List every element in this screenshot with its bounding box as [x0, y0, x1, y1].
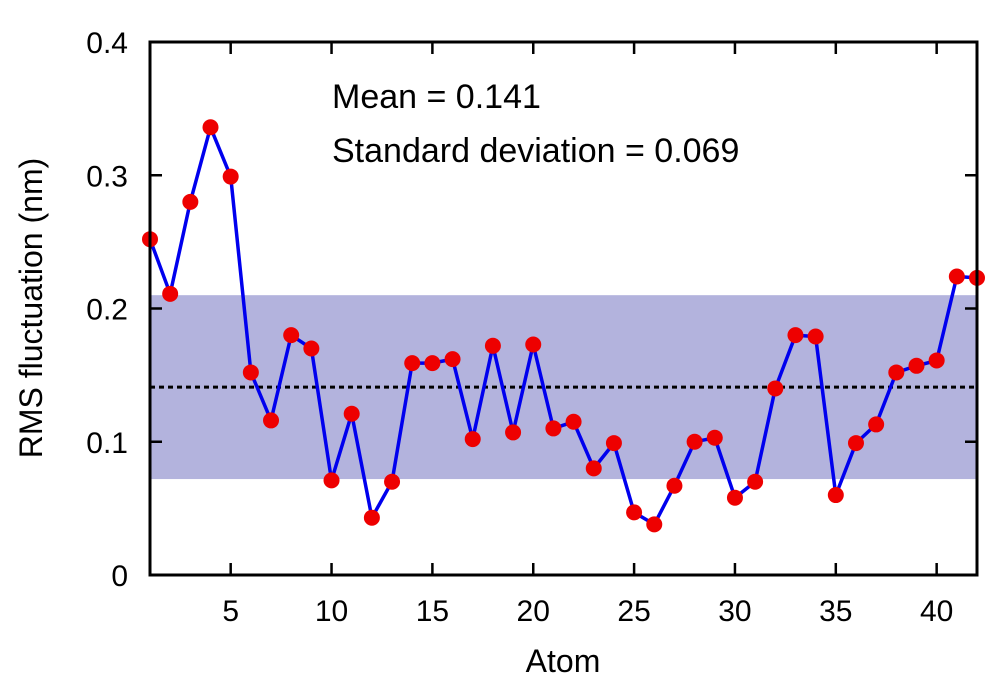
data-point: [908, 357, 925, 374]
data-point: [424, 355, 441, 372]
data-point: [525, 336, 542, 353]
data-point: [646, 516, 663, 533]
data-point: [404, 355, 421, 372]
x-tick-label: 25: [617, 595, 650, 628]
data-point: [605, 435, 622, 452]
series-layer: [142, 119, 985, 533]
data-point: [726, 489, 743, 506]
data-point: [484, 337, 501, 354]
x-axis-label: Atom: [526, 643, 601, 679]
x-tick-label: 40: [920, 595, 953, 628]
axes-layer: 5 10 15 20 25 30 35 40 0 0.1 0.2 0.3 0.4: [86, 27, 979, 628]
data-point: [666, 477, 683, 494]
y-axis-label: RMS fluctuation (nm): [13, 158, 49, 459]
x-tick-label: 20: [517, 595, 550, 628]
data-point: [868, 416, 885, 433]
annotation-mean: Mean = 0.141: [332, 78, 541, 116]
x-tick-label: 10: [315, 595, 348, 628]
data-point: [827, 487, 844, 504]
x-tick-label: 30: [718, 595, 751, 628]
x-tick-label: 15: [416, 595, 449, 628]
data-point: [787, 327, 804, 344]
data-point: [847, 435, 864, 452]
data-point: [464, 431, 481, 448]
data-point: [263, 412, 280, 429]
labels-layer: Mean = 0.141 Standard deviation = 0.069 …: [13, 78, 739, 679]
data-point: [626, 504, 643, 521]
data-point: [565, 413, 582, 430]
y-tick-label: 0.1: [86, 427, 128, 460]
x-tick-label: 5: [222, 595, 239, 628]
y-tick-label: 0.3: [86, 160, 128, 193]
data-point: [767, 380, 784, 397]
data-point: [585, 460, 602, 477]
data-point: [444, 351, 461, 368]
data-point: [303, 340, 320, 357]
y-tick-label: 0: [111, 560, 128, 593]
data-point: [343, 405, 360, 422]
data-point: [686, 433, 703, 450]
data-point: [928, 352, 945, 369]
annotation-standard-deviation: Standard deviation = 0.069: [332, 132, 739, 170]
series-line: [148, 125, 978, 527]
y-tick-label: 0.2: [86, 294, 128, 327]
data-point: [182, 193, 199, 210]
data-point: [948, 268, 965, 285]
data-point: [363, 509, 380, 526]
data-point: [888, 364, 905, 381]
data-point: [283, 327, 300, 344]
data-point: [202, 119, 219, 136]
y-tick-label: 0.4: [86, 27, 128, 60]
x-tick-label: 35: [819, 595, 852, 628]
data-point: [505, 424, 522, 441]
data-point: [807, 328, 824, 345]
data-point: [706, 429, 723, 446]
data-point: [162, 285, 179, 302]
data-point: [747, 473, 764, 490]
data-point: [545, 420, 562, 437]
data-point: [384, 473, 401, 490]
data-point: [222, 168, 239, 185]
data-point: [242, 364, 259, 381]
data-point: [323, 472, 340, 489]
